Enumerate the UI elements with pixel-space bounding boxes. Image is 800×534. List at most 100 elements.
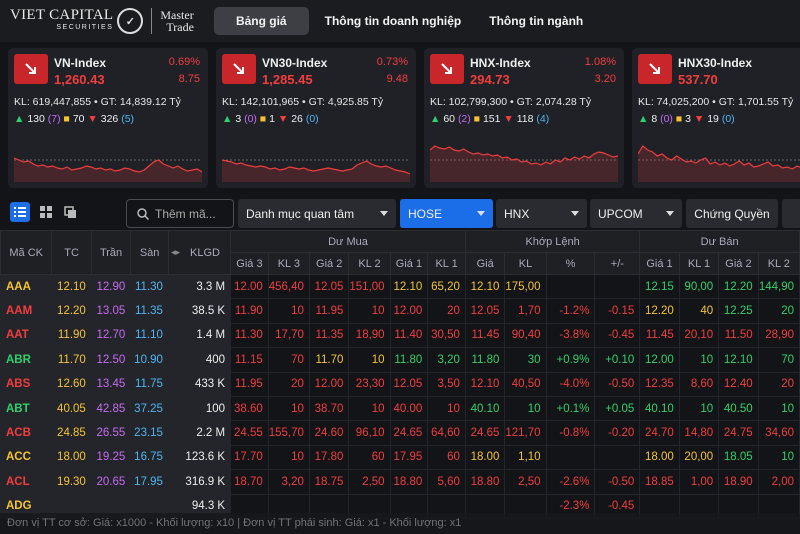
- index-card[interactable]: VN30-Index 1,285.45 0.73% 9.48 KL: 142,1…: [216, 48, 416, 188]
- cell: 30,50: [427, 322, 466, 349]
- cell: [545, 444, 596, 471]
- col-header-13[interactable]: %: [545, 252, 596, 275]
- price-board-table: Mã CK TC Trần Sàn ◂▸ KLGD Dư Mua Khớp Lện…: [0, 230, 800, 519]
- symbol-cell[interactable]: ABT: [0, 395, 53, 422]
- col-header-san[interactable]: Sàn: [130, 230, 169, 275]
- col-header-tran[interactable]: Trần: [90, 230, 132, 275]
- symbol-cell[interactable]: AAT: [0, 322, 53, 349]
- col-header-17[interactable]: Giá 2: [718, 252, 759, 275]
- expand-columns-icon[interactable]: ◂▸: [170, 246, 180, 257]
- index-name: VN30-Index: [262, 56, 328, 70]
- index-volume: KL: 74,025,200 • GT: 1,701.55 Tỷ: [638, 96, 794, 108]
- cell: 40.50: [718, 395, 759, 422]
- col-header-15[interactable]: Giá 1: [639, 252, 680, 275]
- cell: 2,50: [504, 469, 547, 495]
- cw-button[interactable]: Chứng Quyền: [686, 199, 778, 228]
- logo[interactable]: VIET CAPITAL SECURITIES ✓ Master Trade: [10, 0, 194, 42]
- table-row[interactable]: AAT 11.90 12.70 11.10 1.4 M 11.30 17,70 11.35 18…: [0, 322, 800, 349]
- col-header-klgd[interactable]: ◂▸ KLGD: [167, 230, 232, 275]
- cell: 19.25: [90, 444, 132, 471]
- col-header-5[interactable]: Giá 3: [230, 252, 269, 275]
- cell: 96,10: [348, 420, 391, 446]
- col-header-9[interactable]: Giá 1: [389, 252, 429, 275]
- col-header-8[interactable]: KL 2: [348, 252, 391, 275]
- search-input[interactable]: Thêm mã...: [126, 199, 234, 228]
- cell: 144,90: [757, 273, 800, 300]
- tab-thong-tin-nganh[interactable]: Thông tin ngành: [489, 14, 584, 28]
- col-header-16[interactable]: KL 1: [678, 252, 720, 275]
- table-row[interactable]: ABT 40.05 42.85 37.25 100 38.60 10 38.70 10 40.00…: [0, 395, 800, 422]
- index-volume: KL: 142,101,965 • GT: 4,925.85 Tỷ: [222, 96, 384, 108]
- cell: 18.80: [464, 469, 506, 495]
- cell: 20: [427, 298, 466, 324]
- cell: [594, 273, 641, 300]
- cell: 12.60: [51, 371, 92, 397]
- index-percent: 0.69%: [168, 56, 200, 68]
- cell: 17.70: [230, 444, 269, 471]
- table-row[interactable]: ACC 18.00 19.25 16.75 123.6 K 17.70 10 17.80 60 1…: [0, 444, 800, 471]
- cell: 12.10: [389, 273, 429, 300]
- col-header-tc[interactable]: TC: [51, 230, 92, 275]
- table-row[interactable]: ACB 24.85 26.55 23.15 2.2 M 24.55 155,70 24.60 9…: [0, 420, 800, 446]
- cell: 11.95: [230, 371, 269, 397]
- col-header-6[interactable]: KL 3: [267, 252, 310, 275]
- index-breadth: ▲ 60 (2) ■ 151 ▼ 118 (4): [430, 113, 550, 125]
- cell: 12.00: [230, 273, 269, 300]
- cell: 400: [167, 347, 232, 373]
- symbol-cell[interactable]: AAM: [0, 298, 53, 324]
- cell: [545, 273, 596, 300]
- index-value: 1,285.45: [262, 72, 313, 87]
- hnx-dropdown[interactable]: HNX: [496, 199, 587, 228]
- cell: -0.20: [594, 420, 641, 446]
- more-button[interactable]: [782, 199, 800, 228]
- footer-note: Đơn vị TT cơ sở: Giá: x1000 - Khối lượng…: [0, 513, 800, 534]
- index-card[interactable]: VN-Index 1,260.43 0.69% 8.75 KL: 619,447…: [8, 48, 208, 188]
- index-card[interactable]: HNX30-Index 537.70 KL: 74,025,200 • GT: …: [632, 48, 800, 188]
- symbol-cell[interactable]: ABS: [0, 371, 53, 397]
- cell: +0.05: [594, 395, 641, 422]
- hose-dropdown[interactable]: HOSE: [400, 199, 493, 228]
- down-arrow-icon: [638, 54, 672, 84]
- list-view-button[interactable]: [10, 202, 30, 222]
- upcom-dropdown[interactable]: UPCOM: [590, 199, 682, 228]
- col-header-11[interactable]: Giá: [464, 252, 506, 275]
- cell: 12.00: [308, 371, 350, 397]
- cell: 16.75: [130, 444, 169, 471]
- table-row[interactable]: ABR 11.70 12.50 10.90 400 11.15 70 11.70 10 11.80…: [0, 347, 800, 373]
- logo-emblem-icon: ✓: [117, 8, 144, 34]
- col-header-ma-ck[interactable]: Mã CK: [0, 230, 53, 275]
- col-header-12[interactable]: KL: [504, 252, 547, 275]
- index-breadth: ▲ 130 (7) ■ 70 ▼ 326 (5): [14, 113, 135, 125]
- symbol-cell[interactable]: ACL: [0, 469, 53, 495]
- col-header-18[interactable]: KL 2: [757, 252, 800, 275]
- table-row[interactable]: AAM 12.20 13.05 11.35 38.5 K 11.90 10 11.95 10 12…: [0, 298, 800, 324]
- chevron-down-icon: [380, 211, 388, 216]
- logo-text: VIET CAPITAL SECURITIES: [10, 6, 114, 31]
- cell: 24.55: [230, 420, 269, 446]
- tab-bang-gia[interactable]: Bảng giá: [213, 7, 309, 35]
- cell: -0.8%: [545, 420, 596, 446]
- table-row[interactable]: AAA 12.10 12.90 11.30 3.3 M 12.00 456,40 12.05 1…: [0, 273, 800, 300]
- col-header-7[interactable]: Giá 2: [308, 252, 350, 275]
- table-row[interactable]: ACL 19.30 20.65 17.95 316.9 K 18.70 3,20 18.75 2…: [0, 469, 800, 495]
- cell: 11.35: [130, 298, 169, 324]
- tab-thong-tin-doanh-nghiep[interactable]: Thông tin doanh nghiệp: [324, 14, 462, 28]
- cell: 13.05: [90, 298, 132, 324]
- symbol-cell[interactable]: AAA: [0, 273, 53, 300]
- cell: 12.10: [718, 347, 759, 373]
- symbol-cell[interactable]: ACC: [0, 444, 53, 471]
- col-header-14[interactable]: +/-: [594, 252, 641, 275]
- table-row[interactable]: ABS 12.60 13.45 11.75 433 K 11.95 20 12.00 23,30…: [0, 371, 800, 397]
- cell: 12.40: [718, 371, 759, 397]
- cell: 18.00: [51, 444, 92, 471]
- cell: -1.2%: [545, 298, 596, 324]
- cell: 12.05: [308, 273, 350, 300]
- watchlist-dropdown[interactable]: Danh mục quan tâm: [238, 199, 396, 228]
- cell: 1,10: [504, 444, 547, 471]
- grid-view-button[interactable]: [36, 202, 56, 222]
- symbol-cell[interactable]: ACB: [0, 420, 53, 446]
- window-view-button[interactable]: [60, 202, 80, 222]
- symbol-cell[interactable]: ABR: [0, 347, 53, 373]
- col-header-10[interactable]: KL 1: [427, 252, 466, 275]
- index-card[interactable]: HNX-Index 294.73 1.08% 3.20 KL: 102,799,…: [424, 48, 624, 188]
